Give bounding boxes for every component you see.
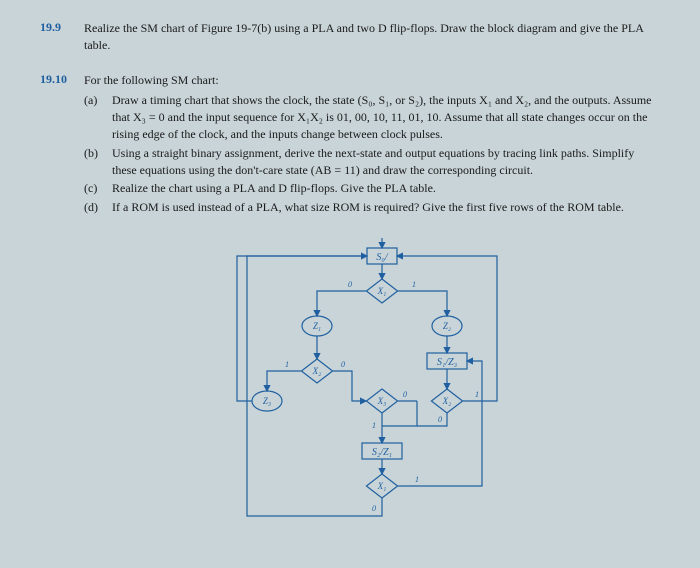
sub-items: (a) Draw a timing chart that shows the c… <box>84 92 660 216</box>
sub-item-c: (c) Realize the chart using a PLA and D … <box>84 180 660 197</box>
sub-item-d: (d) If a ROM is used instead of a PLA, w… <box>84 199 660 216</box>
problem-number: 19.9 <box>40 20 84 35</box>
svg-text:Z₃: Z₃ <box>263 396 271 406</box>
svg-text:0: 0 <box>438 415 442 424</box>
svg-text:1: 1 <box>285 360 289 369</box>
problem-header: 19.9 Realize the SM chart of Figure 19-7… <box>40 20 660 54</box>
sub-item-a: (a) Draw a timing chart that shows the c… <box>84 92 660 142</box>
sub-label: (d) <box>84 199 112 216</box>
sub-text: If a ROM is used instead of a PLA, what … <box>112 199 660 216</box>
sm-chart-diagram: S₀/X₁ 0 1 Z₁ Z₂ X₂ 1 0 S₁/Z₃ Z₃ X₃ 0 1 X₂ 1 0 S₂/Z₁ X₁ 1 0 <box>84 236 660 526</box>
sub-item-b: (b) Using a straight binary assignment, … <box>84 145 660 179</box>
svg-text:0: 0 <box>403 390 407 399</box>
sub-label: (a) <box>84 92 112 109</box>
svg-text:1: 1 <box>415 475 419 484</box>
problem-intro: For the following SM chart: (a) Draw a t… <box>84 72 660 216</box>
problem-number: 19.10 <box>40 72 84 87</box>
svg-text:0: 0 <box>348 280 352 289</box>
svg-text:S₁/Z₃: S₁/Z₃ <box>437 357 458 368</box>
sub-label: (b) <box>84 145 112 162</box>
sub-label: (c) <box>84 180 112 197</box>
problem-text: Realize the SM chart of Figure 19-7(b) u… <box>84 20 660 54</box>
problem-19-10: 19.10 For the following SM chart: (a) Dr… <box>40 72 660 526</box>
svg-text:Z₁: Z₁ <box>313 321 321 331</box>
svg-text:Z₂: Z₂ <box>443 321 451 331</box>
svg-text:0: 0 <box>341 360 345 369</box>
svg-text:X₃: X₃ <box>377 396 387 406</box>
sub-text: Realize the chart using a PLA and D flip… <box>112 180 660 197</box>
sub-text: Draw a timing chart that shows the clock… <box>112 92 660 142</box>
problem-header: 19.10 For the following SM chart: (a) Dr… <box>40 72 660 216</box>
svg-text:1: 1 <box>475 390 479 399</box>
svg-text:X₁: X₁ <box>377 286 387 296</box>
svg-text:X₂: X₂ <box>312 366 322 376</box>
sm-chart-svg: S₀/X₁ 0 1 Z₁ Z₂ X₂ 1 0 S₁/Z₃ Z₃ X₃ 0 1 X₂ 1 0 S₂/Z₁ X₁ 1 0 <box>222 236 522 526</box>
sub-text: Using a straight binary assignment, deri… <box>112 145 660 179</box>
svg-text:X₁: X₁ <box>377 481 387 491</box>
svg-text:1: 1 <box>372 421 376 430</box>
svg-text:0: 0 <box>372 504 376 513</box>
problem-19-9: 19.9 Realize the SM chart of Figure 19-7… <box>40 20 660 54</box>
svg-text:X₂: X₂ <box>442 396 452 406</box>
svg-text:S₀/: S₀/ <box>376 252 388 263</box>
svg-text:S₂/Z₁: S₂/Z₁ <box>372 447 392 458</box>
svg-text:1: 1 <box>412 280 416 289</box>
intro-text: For the following SM chart: <box>84 73 219 87</box>
